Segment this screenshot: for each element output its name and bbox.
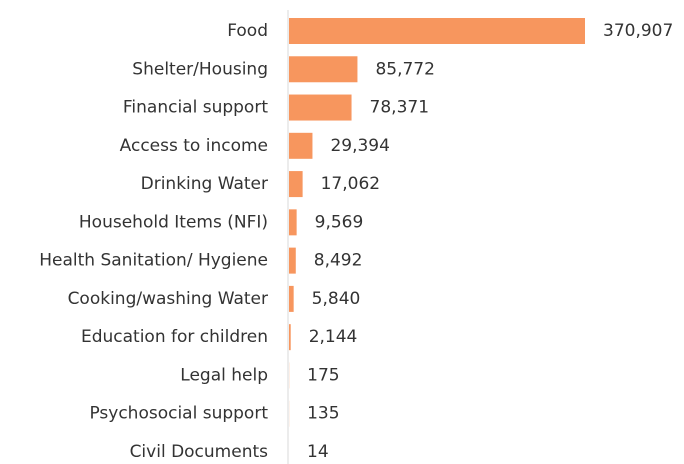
category-label: Financial support	[123, 98, 268, 118]
bar	[289, 324, 291, 351]
bar	[289, 285, 294, 312]
category-label: Access to income	[120, 136, 268, 156]
category-label: Legal help	[180, 365, 268, 385]
value-label: 2,144	[309, 327, 358, 347]
value-label: 9,569	[315, 212, 364, 232]
bar	[289, 18, 585, 44]
value-label: 78,371	[370, 98, 429, 118]
value-label: 14	[307, 442, 329, 462]
value-label: 85,772	[375, 59, 434, 79]
category-label: Education for children	[81, 327, 268, 347]
value-label: 175	[307, 365, 339, 385]
bar	[289, 56, 358, 83]
category-label: Health Sanitation/ Hygiene	[39, 251, 268, 271]
category-label: Shelter/Housing	[132, 59, 268, 79]
bar	[289, 209, 297, 236]
bar	[289, 247, 296, 274]
category-label: Drinking Water	[141, 174, 268, 194]
value-label: 5,840	[312, 289, 361, 309]
category-label: Civil Documents	[130, 442, 269, 462]
bar	[289, 132, 313, 159]
category-label: Cooking/washing Water	[68, 289, 268, 309]
category-label: Household Items (NFI)	[79, 212, 268, 232]
value-label: 17,062	[321, 174, 380, 194]
value-label: 370,907	[603, 21, 673, 41]
value-label: 135	[307, 404, 339, 424]
category-label: Psychosocial support	[89, 404, 268, 424]
bar	[289, 171, 303, 198]
bar	[289, 94, 352, 121]
value-label: 8,492	[314, 251, 363, 271]
value-label: 29,394	[330, 136, 389, 156]
category-label: Food	[227, 21, 268, 41]
